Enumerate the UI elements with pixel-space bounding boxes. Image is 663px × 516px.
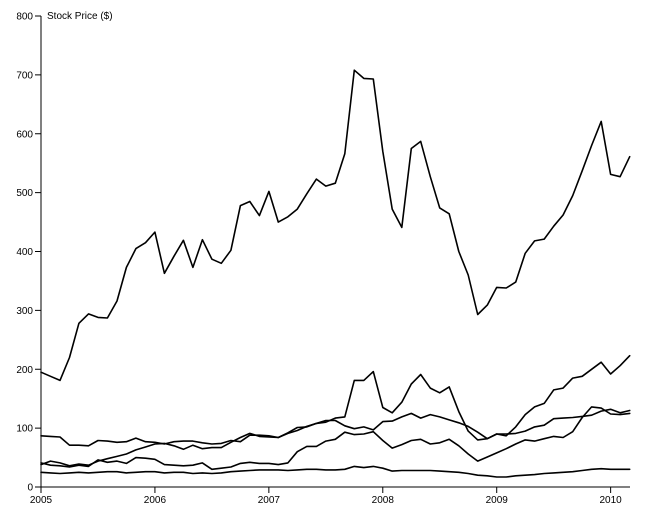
y-axis: 0 100 200 300 400 500 600 700 800 xyxy=(16,12,42,494)
x-tick-label: 2005 xyxy=(30,495,53,506)
x-tick-label: 2009 xyxy=(486,495,509,506)
y-tick-label: 600 xyxy=(16,129,33,140)
x-tick-label: 2008 xyxy=(372,495,395,506)
x-tick-label: 2010 xyxy=(600,495,623,506)
x-axis: 2005 2006 2007 2008 2009 2010 xyxy=(30,486,630,506)
series-line-4 xyxy=(40,406,631,471)
series-line-1 xyxy=(40,69,631,382)
series-line-2 xyxy=(40,354,631,467)
y-tick-label: 200 xyxy=(16,365,33,376)
series-line-5 xyxy=(40,465,631,478)
y-tick-label: 700 xyxy=(16,70,33,81)
y-tick-label: 400 xyxy=(16,247,33,258)
plot-area xyxy=(40,69,631,478)
x-tick-label: 2006 xyxy=(144,495,167,506)
y-tick-label: 100 xyxy=(16,424,33,435)
y-tick-label: 800 xyxy=(16,12,33,23)
y-tick-label: 500 xyxy=(16,188,33,199)
y-tick-label: 300 xyxy=(16,306,33,317)
y-axis-title: Stock Price ($) xyxy=(47,11,113,22)
x-tick-label: 2007 xyxy=(258,495,281,506)
y-tick-label: 0 xyxy=(27,483,33,494)
series-line-3 xyxy=(40,408,631,447)
